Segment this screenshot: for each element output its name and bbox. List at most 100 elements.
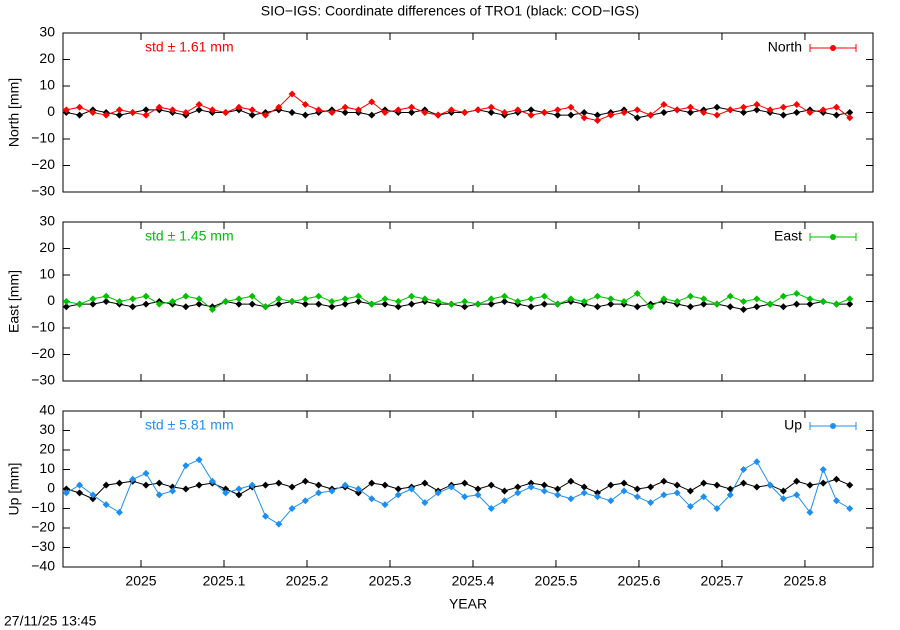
data-point: [819, 298, 827, 305]
x-tick-label: 2025.6: [618, 573, 661, 589]
data-point: [129, 295, 137, 303]
data-point: [102, 481, 110, 489]
data-point: [394, 298, 402, 305]
data-point: [806, 481, 814, 489]
data-point: [647, 499, 655, 507]
data-point: [76, 300, 84, 308]
data-point: [713, 111, 721, 119]
data-point: [155, 300, 163, 308]
data-point: [421, 109, 429, 116]
data-point: [832, 475, 840, 483]
data-point: [262, 111, 269, 119]
y-axis-label: East [mm]: [6, 270, 22, 333]
y-tick-label: 40: [39, 402, 55, 418]
data-point: [408, 292, 416, 300]
legend-marker: [830, 234, 836, 240]
data-point: [527, 479, 535, 487]
data-point: [129, 475, 137, 483]
data-point: [686, 303, 694, 311]
x-tick-label: 2025.3: [369, 573, 412, 589]
data-point: [115, 508, 123, 516]
data-point: [793, 109, 801, 116]
data-point: [248, 111, 256, 119]
data-point: [142, 111, 150, 119]
data-point: [846, 295, 854, 303]
data-point: [779, 103, 787, 111]
data-point: [753, 106, 761, 114]
legend-label: East: [774, 228, 802, 244]
data-point: [593, 111, 601, 119]
data-point: [62, 489, 70, 497]
data-point: [235, 491, 243, 499]
data-point: [514, 298, 522, 305]
data-point: [381, 109, 389, 116]
data-point: [846, 109, 854, 116]
data-point: [620, 298, 628, 305]
x-tick-label: 2025.5: [535, 573, 578, 589]
data-point: [421, 295, 429, 303]
data-point: [554, 491, 562, 499]
data-point: [182, 462, 190, 470]
series-line: [66, 459, 851, 525]
data-point: [713, 481, 721, 489]
x-axis-label: YEAR: [449, 596, 487, 612]
data-point: [819, 479, 827, 487]
data-point: [686, 109, 694, 116]
data-point: [474, 485, 482, 493]
data-point: [527, 295, 535, 303]
data-point: [62, 485, 70, 493]
data-point: [354, 292, 362, 300]
y-tick-label: 20: [39, 50, 55, 66]
y-tick-label: 20: [39, 239, 55, 255]
data-point: [182, 292, 190, 300]
data-point: [620, 479, 628, 487]
y-tick-label: 10: [39, 460, 55, 476]
data-point: [421, 479, 429, 487]
data-point: [487, 481, 495, 489]
data-point: [461, 479, 469, 487]
data-point: [248, 106, 256, 114]
data-point: [766, 481, 774, 489]
data-point: [394, 491, 402, 499]
data-point: [102, 501, 110, 509]
data-point: [421, 499, 429, 507]
y-tick-label: −30: [31, 372, 55, 388]
data-point: [368, 495, 376, 503]
data-point: [647, 303, 655, 311]
data-point: [182, 109, 190, 116]
data-point: [341, 109, 349, 116]
y-axis-label: North [mm]: [6, 78, 22, 147]
data-point: [328, 298, 336, 305]
data-point: [567, 495, 575, 503]
data-point: [753, 295, 761, 303]
data-point: [593, 489, 601, 497]
data-point: [301, 101, 309, 109]
data-point: [607, 111, 615, 119]
data-point: [102, 111, 110, 119]
data-point: [447, 483, 455, 491]
data-point: [408, 485, 416, 493]
data-point: [806, 508, 814, 516]
data-point: [248, 481, 256, 489]
data-point: [328, 109, 336, 116]
y-tick-label: 30: [39, 213, 55, 229]
data-point: [275, 300, 283, 308]
data-point: [288, 298, 296, 305]
data-point: [354, 489, 362, 497]
data-point: [275, 295, 283, 303]
data-point: [89, 491, 97, 499]
data-point: [779, 495, 787, 503]
data-point: [753, 483, 761, 491]
data-point: [832, 300, 840, 308]
data-point: [660, 477, 668, 485]
data-point: [740, 103, 748, 111]
data-point: [328, 487, 336, 495]
data-point: [554, 485, 562, 493]
data-point: [142, 292, 150, 300]
data-point: [593, 303, 601, 311]
data-point: [580, 109, 588, 116]
data-point: [262, 512, 269, 520]
data-point: [354, 485, 362, 493]
data-point: [115, 479, 123, 487]
data-point: [607, 481, 615, 489]
